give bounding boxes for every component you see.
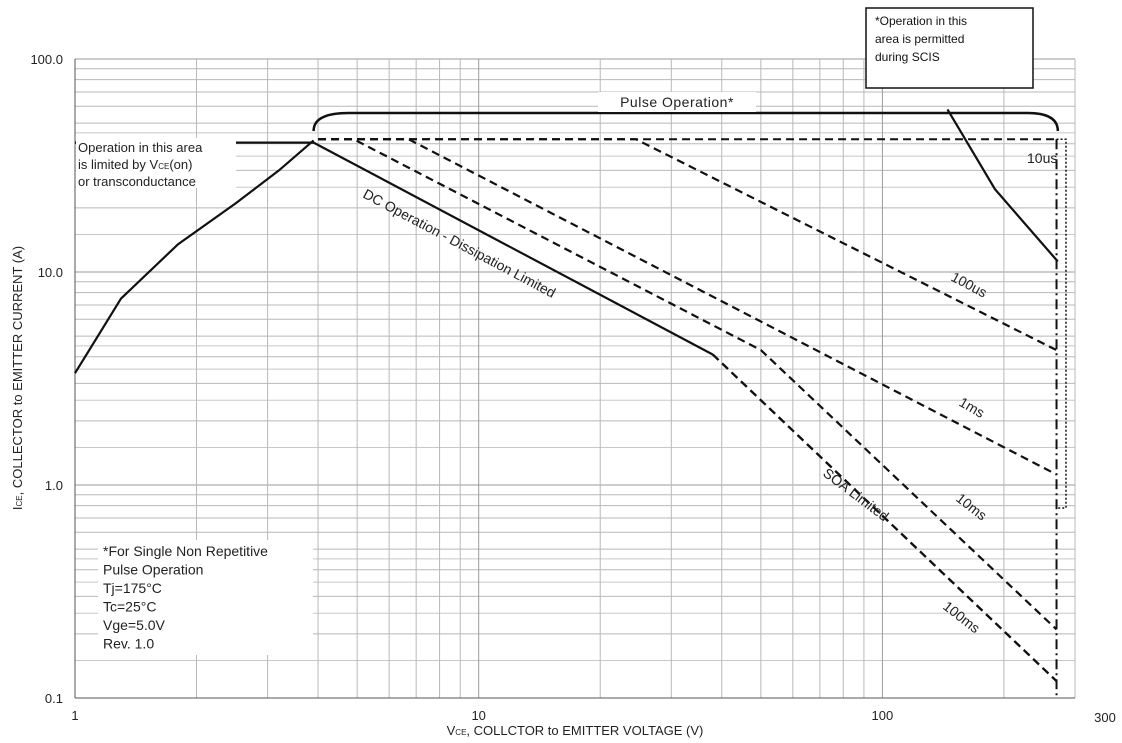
y-tick-label: 1.0 <box>45 478 63 493</box>
x-tick-label: 1 <box>71 708 78 723</box>
series-10ms <box>318 138 1058 631</box>
series <box>74 108 1067 698</box>
conditions-line: *For Single Non Repetitive <box>103 543 268 559</box>
series-1ms <box>318 138 1058 476</box>
annotations: Pulse Operation* Operation in this area is… <box>76 7 1060 655</box>
series-operation-in-this-area-is-limited-by-vce <box>74 139 315 374</box>
conditions-line: Tj=175°C <box>103 580 162 596</box>
label-1ms: 1ms <box>957 394 988 421</box>
label-10us: 10us <box>1027 150 1057 166</box>
pulse-operation-label: Pulse Operation* <box>620 94 734 110</box>
axes: 1 10 100 300 100.0 10.0 1.0 0.1 VCE, COLLCTOR to… <box>10 52 1116 738</box>
conditions-line: Rev. 1.0 <box>103 636 154 652</box>
limited-area-bg <box>76 138 236 188</box>
label-100ms: 100ms <box>940 598 983 636</box>
y-tick-label: 100.0 <box>30 52 63 67</box>
conditions-line: Vge=5.0V <box>103 617 166 633</box>
scis-note-line: *Operation in this <box>875 14 967 28</box>
label-100us: 100us <box>949 269 990 301</box>
scis-dotted-boundary <box>1056 138 1067 509</box>
limited-area-line1: Operation in this area <box>78 140 203 155</box>
conditions-line: Tc=25°C <box>103 599 156 615</box>
pulse-label-bg <box>598 92 756 112</box>
y-tick-label: 10.0 <box>38 265 63 280</box>
series-10us <box>946 108 1059 263</box>
y-tick-label: 0.1 <box>45 691 63 706</box>
x-axis-title: VCE, COLLCTOR to EMITTER VOLTAGE (V) <box>447 723 704 738</box>
x-tick-label: 300 <box>1094 710 1116 725</box>
limited-area-line3: or transconductance <box>78 174 196 189</box>
scis-note-line: during SCIS <box>875 50 940 64</box>
x-tick-label: 10 <box>471 708 485 723</box>
x-tick-label: 100 <box>872 708 894 723</box>
conditions-bg <box>98 540 313 655</box>
dc-operation-label: DC Operation - Dissipation Limited <box>361 186 559 301</box>
scis-note-box <box>865 7 1034 89</box>
conditions-line: Pulse Operation <box>103 562 203 578</box>
series-100ms-line <box>711 353 1058 682</box>
pulse-operation-brace <box>312 111 1060 132</box>
limited-area-line2: is limited by VCE(on) <box>78 157 192 172</box>
scis-note-line: area is permitted <box>875 32 964 46</box>
y-axis-title: ICE, COLLECTOR to EMITTER CURRENT (A) <box>10 246 25 510</box>
